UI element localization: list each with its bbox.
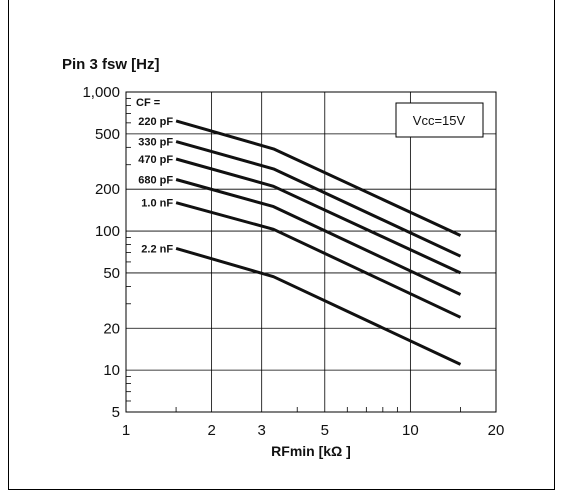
series-label: 220 pF [138, 116, 173, 128]
legend-header: CF = [136, 97, 160, 109]
y-tick-label: 200 [95, 181, 120, 198]
series-label: 330 pF [138, 137, 173, 149]
x-tick-label: 3 [258, 422, 266, 439]
annotation-box [395, 102, 484, 138]
y-tick-label: 10 [103, 362, 120, 379]
series-line [175, 157, 462, 275]
y-tick-label: 50 [103, 265, 120, 282]
plot-border [125, 91, 497, 413]
series-line [175, 140, 462, 258]
x-tick-label: 20 [488, 422, 505, 439]
series-label: 680 pF [138, 174, 173, 186]
y-tick-label: 100 [95, 223, 120, 240]
y-tick-label: 500 [95, 126, 120, 143]
series-label: 2.2 nF [141, 243, 173, 255]
x-tick-label: 1 [122, 422, 130, 439]
y-tick-label: 20 [103, 320, 120, 337]
minor-ticks [126, 97, 461, 412]
series-label: 1.0 nF [141, 198, 173, 210]
figure-border [8, 0, 555, 490]
chart-title: Pin 3 fsw [Hz] [62, 56, 160, 73]
series-label: 470 pF [138, 154, 173, 166]
series-labels: 220 pF 330 pF 470 pF 680 pF 1.0 nF 2.2 nF [138, 116, 173, 256]
x-tick-label: 10 [402, 422, 419, 439]
y-tick-label: 1,000 [82, 84, 120, 101]
series-line [175, 246, 462, 366]
series-line [175, 119, 462, 237]
plot-area [126, 92, 496, 412]
series-line [175, 201, 462, 319]
y-tick-label: 5 [112, 404, 120, 421]
x-tick-label: 5 [321, 422, 329, 439]
series-group [175, 119, 462, 366]
y-tick-labels: 5 10 20 50 100 200 500 1,000 [82, 84, 120, 421]
x-tick-label: 2 [207, 422, 215, 439]
x-tick-labels: 1 2 3 5 10 20 [122, 422, 505, 439]
x-axis-label: RFmin [kΩ ] [271, 443, 351, 459]
series-line [175, 178, 462, 296]
annotation-text: Vcc=15V [413, 113, 466, 128]
